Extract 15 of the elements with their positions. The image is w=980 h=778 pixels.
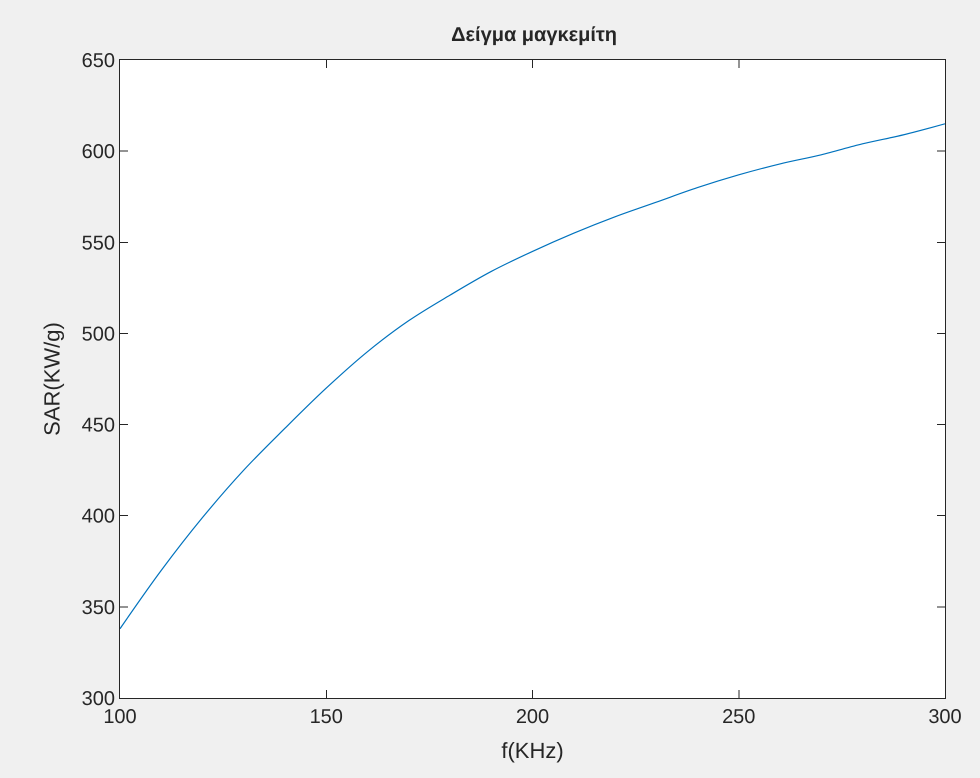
y-tick-label: 650 — [82, 50, 115, 72]
line-series — [120, 123, 945, 630]
y-tick-label: 600 — [82, 141, 115, 164]
x-tick-label: 250 — [722, 706, 756, 728]
x-tick-label: 200 — [516, 706, 550, 728]
x-tick-label: 150 — [310, 706, 343, 728]
x-axis-title: f(KHz) — [501, 738, 564, 763]
y-tick-label: 400 — [82, 506, 115, 528]
y-axis-title: SAR(KW/g) — [39, 322, 64, 436]
chart-title: Δείγμα μαγκεμίτη — [451, 24, 618, 46]
y-tick-label: 450 — [82, 414, 115, 437]
y-tick-label: 500 — [82, 323, 115, 346]
y-tick-label: 550 — [82, 232, 115, 254]
x-tick-label: 300 — [928, 706, 962, 728]
y-tick-label: 350 — [82, 596, 115, 619]
